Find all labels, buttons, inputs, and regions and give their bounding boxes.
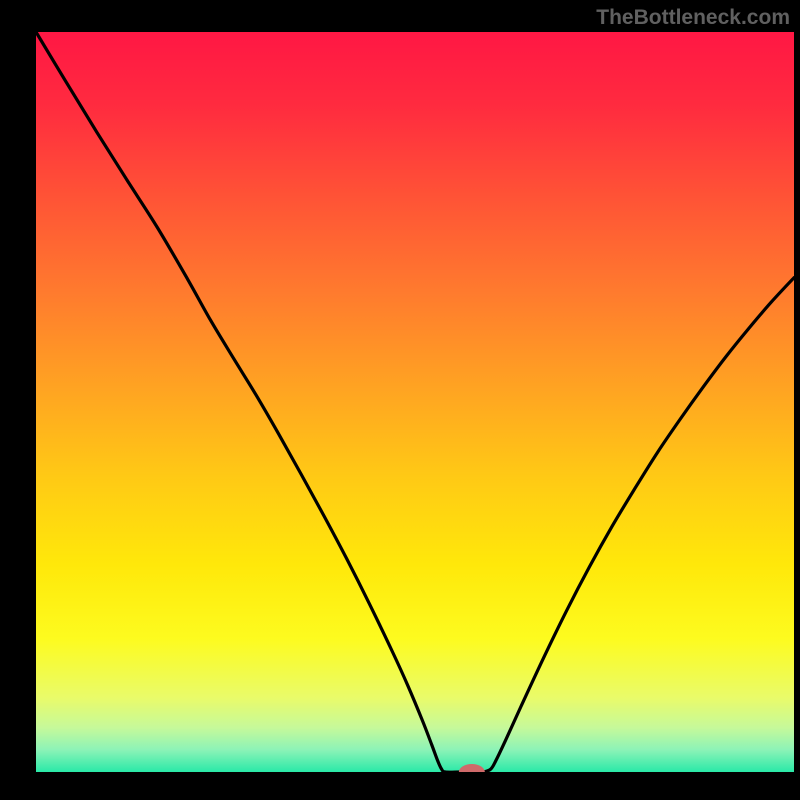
bottleneck-chart xyxy=(0,0,800,800)
frame-left xyxy=(0,0,36,800)
frame-bottom xyxy=(0,772,800,800)
frame-right xyxy=(794,0,800,800)
chart-container: { "watermark": "TheBottleneck.com", "cha… xyxy=(0,0,800,800)
gradient-background xyxy=(36,32,794,772)
watermark-text: TheBottleneck.com xyxy=(596,6,790,30)
